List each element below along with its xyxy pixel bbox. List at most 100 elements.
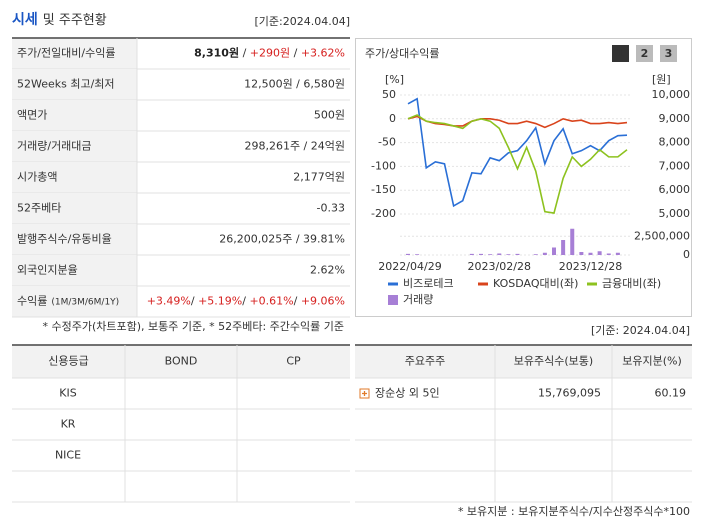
volume-bar xyxy=(588,252,593,255)
y2-tick-label: 6,000 xyxy=(659,183,691,196)
y3-tick-label: 2,500,000 xyxy=(634,229,690,242)
date: [기준:2024.04.04] xyxy=(254,15,350,28)
volume-bar xyxy=(579,252,584,255)
legend-label: 거래량 xyxy=(403,293,433,306)
value-part: +290원 xyxy=(250,47,290,60)
tab-label[interactable]: 3 xyxy=(665,47,673,60)
value-part: +3.49% xyxy=(147,295,191,308)
title-sub: 및 주주현황 xyxy=(43,13,107,28)
value-part: +5.19% xyxy=(198,295,242,308)
value-part: +3.62% xyxy=(301,47,345,60)
y-tick-label: 0 xyxy=(389,112,396,125)
column-header: BOND xyxy=(165,355,198,368)
volume-bar xyxy=(533,254,538,255)
row-value: 12,500원 / 6,580원 xyxy=(244,78,345,91)
legend-swatch xyxy=(388,295,398,305)
label-cell xyxy=(12,255,137,286)
y2-label: [원] xyxy=(652,73,671,86)
label-cell xyxy=(12,100,137,131)
value-part: / xyxy=(290,47,301,60)
row-label: 외국인지분율 xyxy=(17,264,78,277)
y3-tick-label: 0 xyxy=(683,248,690,261)
y-label: [%] xyxy=(385,73,404,86)
label-small: (1M/3M/6M/1Y) xyxy=(51,297,119,307)
legend-label: 금융대비(좌) xyxy=(602,277,661,290)
y2-tick-label: 8,000 xyxy=(659,136,691,149)
date2: [기준: 2024.04.04] xyxy=(591,324,690,337)
page-title: 시세 및 주주현황 xyxy=(12,12,107,28)
y2-tick-label: 5,000 xyxy=(659,207,691,220)
x-tick-label: 2023/12/28 xyxy=(559,260,622,273)
row-label: 52주베타 xyxy=(17,202,61,215)
label: 발행주식수/유동비율 xyxy=(17,233,112,246)
row-value: 298,261주 / 24억원 xyxy=(244,140,345,153)
value-part: 26,200,025주 / 39.81% xyxy=(219,233,345,246)
y-tick-label: -100 xyxy=(371,159,396,172)
column-header: 보유주식수(보통) xyxy=(514,355,593,368)
volume-bar xyxy=(606,253,611,255)
label: 외국인지분율 xyxy=(17,264,78,277)
value-part: 500원 xyxy=(314,109,345,122)
volume-bar xyxy=(561,240,566,255)
holder-name: 장순상 외 5인 xyxy=(375,387,440,400)
expand-plus xyxy=(362,391,367,396)
title-main: 시세 xyxy=(12,12,38,28)
row-value: -0.33 xyxy=(317,202,345,215)
value-part: +0.61% xyxy=(249,295,293,308)
volume-bar xyxy=(469,253,474,255)
volume-bar xyxy=(542,252,547,255)
label-cell xyxy=(12,38,137,69)
volume-bar xyxy=(615,252,620,255)
value-part: -0.33 xyxy=(317,202,345,215)
row-value: +3.49%/ +5.19%/ +0.61%/ +9.06% xyxy=(147,295,345,308)
y-tick-label: -50 xyxy=(378,136,396,149)
tab-button[interactable] xyxy=(660,45,677,62)
column-header: 보유지분(%) xyxy=(622,355,682,368)
y2-tick-label: 9,000 xyxy=(659,112,691,125)
y-tick-label: 50 xyxy=(382,88,396,101)
header-row xyxy=(355,345,692,378)
label-cell xyxy=(12,162,137,193)
row-label: 주가/전일대비/수익률 xyxy=(17,46,116,60)
row-label: 시가총액 xyxy=(17,171,57,184)
label: 액면가 xyxy=(17,109,47,122)
volume-bar xyxy=(552,247,556,255)
volume-bar xyxy=(415,254,420,255)
value-part: +9.06% xyxy=(301,295,345,308)
series-line xyxy=(407,97,628,208)
tab-label[interactable]: 1 xyxy=(617,47,625,60)
tab-button[interactable] xyxy=(612,45,629,62)
tab-button[interactable] xyxy=(636,45,653,62)
row-label: 액면가 xyxy=(17,109,47,122)
holders-note: * 보유지분 : 보유지분주식수/지수산정주식수*100 xyxy=(458,505,690,518)
y-tick-label: -200 xyxy=(371,207,396,220)
value-part: 298,261주 / 24억원 xyxy=(244,140,345,153)
label-cell xyxy=(12,286,137,317)
legend-label: KOSDAQ대비(좌) xyxy=(493,277,578,290)
chart-panel xyxy=(355,38,692,317)
value-part: 2,177억원 xyxy=(293,171,345,184)
volume-bar xyxy=(597,251,602,255)
row-value: 8,310원 / +290원 / +3.62% xyxy=(194,46,345,60)
row-value: 2.62% xyxy=(310,264,345,277)
value-part: / xyxy=(294,295,301,308)
tab-label[interactable]: 2 xyxy=(641,47,649,60)
volume-bar xyxy=(515,253,520,255)
volume-bar xyxy=(479,253,483,255)
row-label: 거래량/거래대금 xyxy=(17,140,92,153)
holder-shares: 15,769,095 xyxy=(538,387,601,400)
row-value: 500원 xyxy=(314,109,345,122)
label: 52Weeks 최고/최저 xyxy=(17,78,115,91)
y-tick-label: -150 xyxy=(371,183,396,196)
value-part: / xyxy=(242,295,249,308)
row-label: 발행주식수/유동비율 xyxy=(17,233,112,246)
agency: KIS xyxy=(59,387,76,400)
y2-tick-label: 10,000 xyxy=(652,88,691,101)
x-tick-label: 2022/04/29 xyxy=(378,260,441,273)
label-cell xyxy=(12,69,137,100)
row-label: 52Weeks 최고/최저 xyxy=(17,78,115,91)
chart-title: 주가/상대수익률 xyxy=(365,47,440,60)
y2-tick-label: 7,000 xyxy=(659,159,691,172)
value-part: 2.62% xyxy=(310,264,345,277)
